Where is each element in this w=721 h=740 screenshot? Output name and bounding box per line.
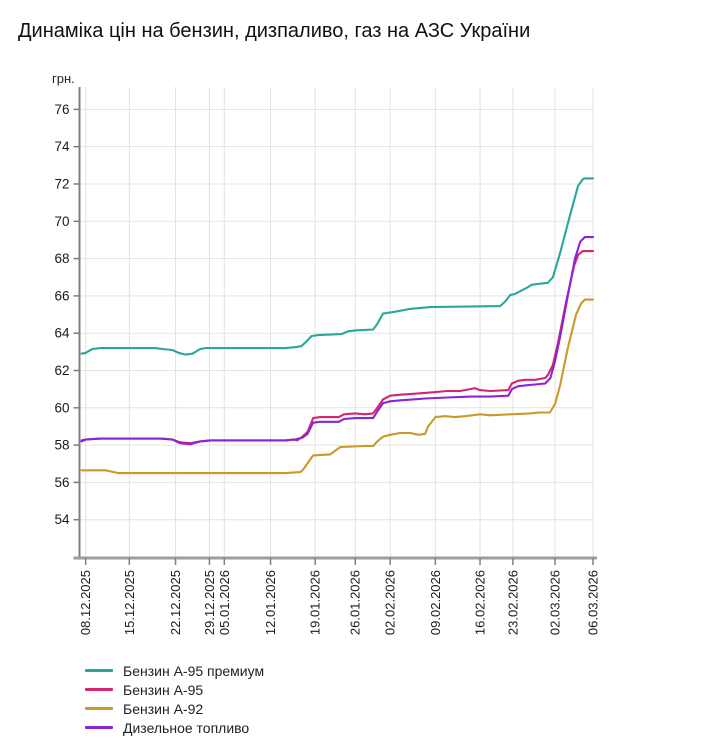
legend-swatch-benzin-a95-premium xyxy=(85,669,113,672)
legend-item-benzin-a95[interactable]: Бензин А-95 xyxy=(85,680,264,699)
legend-swatch-benzin-a92 xyxy=(85,707,113,710)
series-line-benzin-a95-premium xyxy=(80,177,595,356)
y-tick-label: 58 xyxy=(54,438,69,453)
legend-label: Бензин А-95 xyxy=(123,681,204,698)
y-tick-label: 66 xyxy=(54,288,69,303)
x-tick-label: 08.12.2025 xyxy=(78,570,93,635)
legend-item-dizelnoe-toplivo[interactable]: Дизельное топливо xyxy=(85,718,264,737)
x-tick-label: 16.02.2026 xyxy=(473,570,488,635)
x-tick-label: 23.02.2026 xyxy=(505,570,520,635)
y-tick-label: 54 xyxy=(54,512,70,527)
legend-swatch-dizelnoe-toplivo xyxy=(85,726,113,729)
y-tick-label: 74 xyxy=(54,139,70,154)
series-line-dizelnoe-toplivo xyxy=(80,236,595,446)
y-axis-unit-label: грн. xyxy=(52,71,75,86)
y-tick-label: 72 xyxy=(54,176,69,191)
y-tick-label: 56 xyxy=(54,475,69,490)
x-tick-label: 26.01.2026 xyxy=(348,570,363,635)
x-tick-label: 02.02.2026 xyxy=(383,570,398,635)
legend-swatch-benzin-a95 xyxy=(85,688,113,691)
series-line-benzin-a92 xyxy=(80,298,595,475)
x-tick-label: 19.01.2026 xyxy=(308,570,323,635)
y-tick-label: 68 xyxy=(54,251,69,266)
legend-label: Бензин А-92 xyxy=(123,700,204,717)
legend-label: Дизельное топливо xyxy=(123,719,250,736)
x-tick-label: 09.02.2026 xyxy=(428,570,443,635)
legend-item-benzin-a92[interactable]: Бензин А-92 xyxy=(85,699,264,718)
chart-legend: Бензин А-95 премиум Бензин А-95 Бензин А… xyxy=(85,661,264,737)
x-tick-label: 12.01.2026 xyxy=(263,570,278,635)
y-tick-label: 62 xyxy=(54,363,69,378)
x-tick-label: 05.01.2026 xyxy=(217,570,232,635)
page-title: Динаміка цін на бензин, дизпаливо, газ н… xyxy=(18,20,531,42)
x-tick-label: 29.12.2025 xyxy=(202,570,217,635)
y-tick-label: 64 xyxy=(54,326,70,341)
x-tick-label: 06.03.2026 xyxy=(586,570,601,635)
x-tick-label: 15.12.2025 xyxy=(122,570,137,635)
y-tick-label: 76 xyxy=(54,102,69,117)
y-tick-label: 60 xyxy=(54,400,69,415)
legend-item-benzin-a95-premium[interactable]: Бензин А-95 премиум xyxy=(85,661,264,680)
y-tick-label: 70 xyxy=(54,214,69,229)
legend-label: Бензин А-95 премиум xyxy=(123,662,265,679)
x-tick-label: 02.03.2026 xyxy=(548,570,563,635)
price-chart: 54 56 58 60 62 64 66 68 70 72 74 76 08.12.2025 15.12.… xyxy=(54,87,601,635)
x-tick-label: 22.12.2025 xyxy=(168,570,183,635)
